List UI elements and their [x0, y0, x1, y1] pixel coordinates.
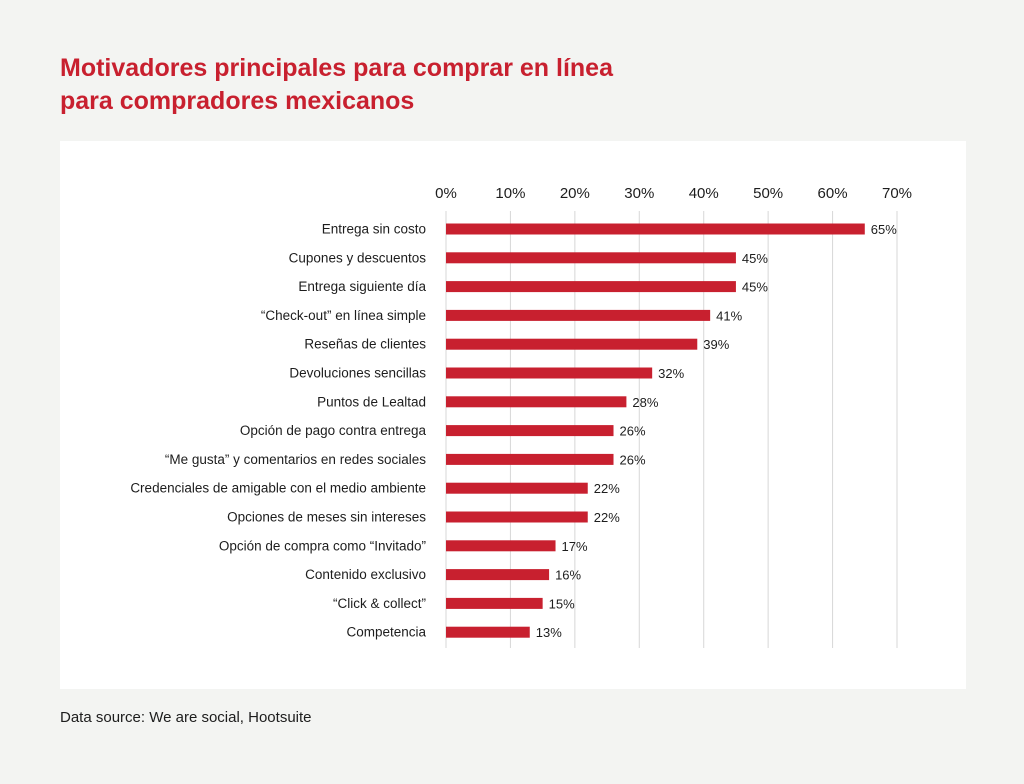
value-label: 17%	[562, 539, 588, 554]
chart-panel: 0% 10% 20% 30% 40% 50% 60% 70% Entrega sin cost…	[60, 141, 966, 689]
bar	[446, 252, 736, 264]
category-label: “Click & collect”	[333, 596, 426, 611]
value-label: 32%	[658, 366, 684, 381]
x-tick-label: 20%	[560, 185, 590, 202]
bar	[446, 281, 736, 293]
value-label: 13%	[536, 625, 562, 640]
category-label: Cupones y descuentos	[289, 250, 427, 265]
x-tick-label: 70%	[882, 185, 912, 202]
bar-chart: 0% 10% 20% 30% 40% 50% 60% 70% Entrega sin cost…	[130, 185, 912, 648]
value-label: 22%	[594, 481, 620, 496]
bar	[446, 223, 865, 235]
value-labels: 65%45%45%41%39%32%28%26%26%22%22%17%16%1…	[536, 222, 897, 640]
category-label: Competencia	[346, 625, 426, 640]
data-source: Data source: We are social, Hootsuite	[60, 709, 312, 726]
bar	[446, 482, 588, 494]
bar	[446, 338, 698, 350]
category-label: Credenciales de amigable con el medio am…	[130, 481, 426, 496]
category-label: Entrega siguiente día	[298, 279, 426, 294]
category-label: Devoluciones sencillas	[289, 366, 426, 381]
bar	[446, 396, 627, 408]
bar	[446, 569, 550, 581]
category-label: Opción de pago contra entrega	[240, 423, 427, 438]
x-tick-label: 0%	[435, 185, 457, 202]
bar	[446, 453, 614, 465]
bar	[446, 367, 653, 379]
bar	[446, 511, 588, 523]
chart-title: Motivadores principales para comprar en …	[60, 54, 613, 115]
category-label: Contenido exclusivo	[305, 567, 426, 582]
value-label: 26%	[620, 452, 646, 467]
value-label: 65%	[871, 222, 897, 237]
bar	[446, 540, 556, 552]
category-label: Entrega sin costo	[322, 222, 426, 237]
category-label: Opción de compra como “Invitado”	[219, 538, 426, 553]
x-tick-label: 50%	[753, 185, 783, 202]
value-label: 22%	[594, 510, 620, 525]
value-label: 41%	[716, 308, 742, 323]
category-label: “Check-out” en línea simple	[261, 308, 426, 323]
x-tick-label: 40%	[689, 185, 719, 202]
value-label: 45%	[742, 251, 768, 266]
x-tick-label: 60%	[818, 185, 848, 202]
value-label: 28%	[632, 395, 658, 410]
category-labels: Entrega sin costo Cupones y descuentos Ent…	[130, 222, 426, 640]
category-label: Puntos de Lealtad	[317, 394, 426, 409]
bar	[446, 309, 711, 321]
bars	[446, 223, 865, 638]
bar	[446, 425, 614, 437]
value-label: 26%	[620, 424, 646, 439]
category-label: “Me gusta” y comentarios en redes social…	[165, 452, 426, 467]
x-tick-labels: 0% 10% 20% 30% 40% 50% 60% 70%	[435, 185, 912, 202]
value-label: 15%	[549, 596, 575, 611]
bar	[446, 626, 530, 638]
category-label: Opciones de meses sin intereses	[227, 510, 426, 525]
x-tick-label: 30%	[624, 185, 654, 202]
value-label: 45%	[742, 280, 768, 295]
x-tick-label: 10%	[495, 185, 525, 202]
value-label: 39%	[703, 337, 729, 352]
bar	[446, 597, 543, 609]
value-label: 16%	[555, 568, 581, 583]
category-label: Reseñas de clientes	[304, 337, 426, 352]
